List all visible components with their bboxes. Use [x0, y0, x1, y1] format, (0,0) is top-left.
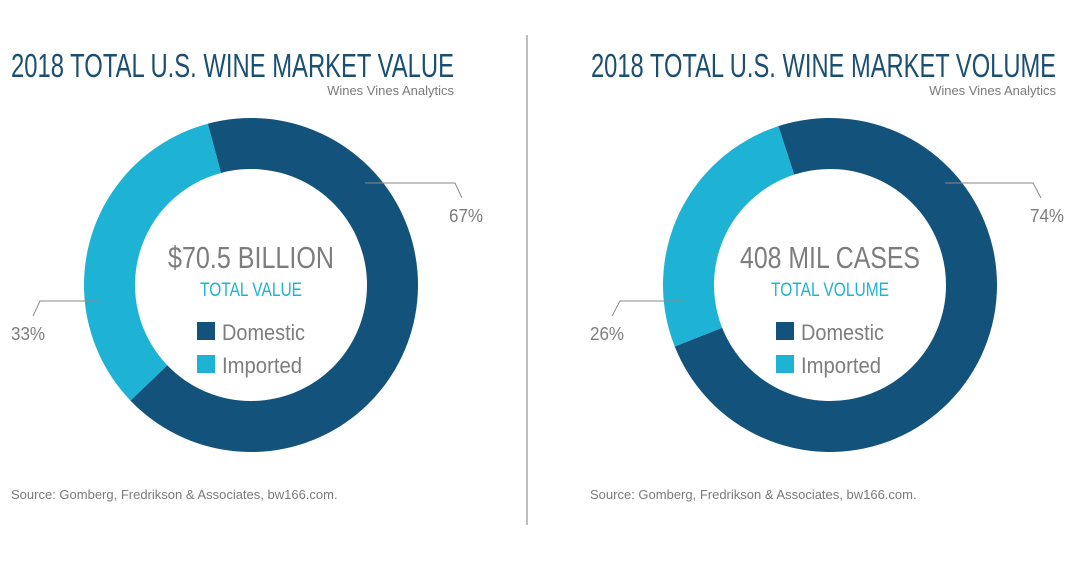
data-label-domestic: 67% [449, 206, 483, 226]
volume-chart: 2018 TOTAL U.S. WINE MARKET VOLUME Wines… [590, 47, 1064, 502]
data-label-imported: 26% [590, 324, 624, 344]
data-label-domestic: 74% [1030, 206, 1064, 226]
chart-title: 2018 TOTAL U.S. WINE MARKET VOLUME [591, 47, 1056, 84]
leader-line-domestic [365, 182, 463, 199]
legend-label-imported: Imported [801, 353, 881, 378]
center-label: TOTAL VALUE [200, 280, 302, 301]
source-note: Source: Gomberg, Fredrikson & Associates… [11, 487, 338, 502]
leader-line-imported [32, 300, 100, 317]
legend-swatch-imported [197, 355, 215, 373]
chart-title: 2018 TOTAL U.S. WINE MARKET VALUE [11, 47, 454, 84]
leader-line-imported [611, 300, 683, 317]
data-label-imported: 33% [11, 324, 45, 344]
slice-domestic [130, 118, 418, 453]
legend-swatch-imported [776, 355, 794, 373]
legend-swatch-domestic [776, 322, 794, 340]
leader-line-domestic [945, 182, 1042, 199]
slice-imported [83, 123, 221, 401]
source-note: Source: Gomberg, Fredrikson & Associates… [590, 487, 917, 502]
legend-label-domestic: Domestic [801, 320, 884, 345]
chart-subtitle: Wines Vines Analytics [327, 83, 454, 98]
legend-label-domestic: Domestic [222, 320, 305, 345]
slice-domestic [674, 118, 997, 453]
value-chart: 2018 TOTAL U.S. WINE MARKET VALUE Wines … [11, 47, 483, 502]
center-value: $70.5 BILLION [168, 240, 334, 275]
legend-swatch-domestic [197, 322, 215, 340]
legend-label-imported: Imported [222, 353, 302, 378]
chart-subtitle: Wines Vines Analytics [929, 83, 1056, 98]
center-value: 408 MIL CASES [740, 240, 920, 275]
center-label: TOTAL VOLUME [771, 280, 889, 301]
slice-imported [663, 126, 795, 347]
